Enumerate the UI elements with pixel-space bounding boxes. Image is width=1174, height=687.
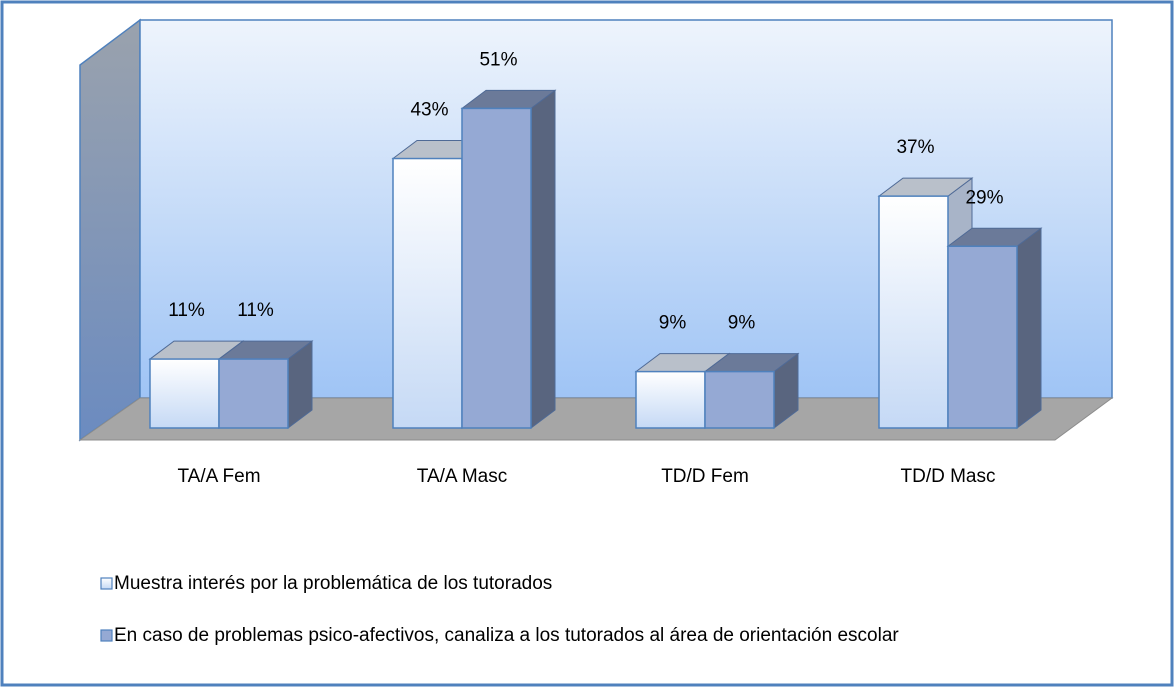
value-label: 9%: [728, 313, 756, 334]
value-label: 11%: [237, 300, 274, 321]
value-label: 9%: [659, 313, 687, 334]
value-label: 37%: [896, 137, 934, 158]
legend-label: Muestra interés por la problemática de l…: [114, 573, 552, 594]
side-wall: [79, 18, 141, 442]
value-label: 43%: [410, 100, 448, 121]
bar: [461, 107, 532, 429]
bar: [392, 157, 463, 429]
bar: [635, 370, 706, 429]
floor: [78, 397, 1114, 441]
x-tick-label: TD/D Fem: [661, 466, 749, 487]
value-label: 51%: [479, 49, 517, 70]
x-tick-label: TA/A Masc: [417, 466, 507, 487]
value-label: 29%: [965, 187, 1003, 208]
bar-side: [530, 89, 556, 429]
bar: [218, 358, 289, 429]
legend-swatch: [100, 577, 113, 590]
bar: [149, 358, 220, 429]
value-label: 11%: [168, 300, 205, 321]
bar: [947, 245, 1018, 429]
x-tick-label: TA/A Fem: [177, 466, 260, 487]
bar: [878, 195, 949, 429]
legend-swatch: [100, 629, 113, 642]
legend-label: En caso de problemas psico-afectivos, ca…: [114, 625, 899, 646]
bar: [704, 370, 775, 429]
bar-side: [1016, 227, 1042, 429]
x-tick-label: TD/D Masc: [901, 466, 996, 487]
